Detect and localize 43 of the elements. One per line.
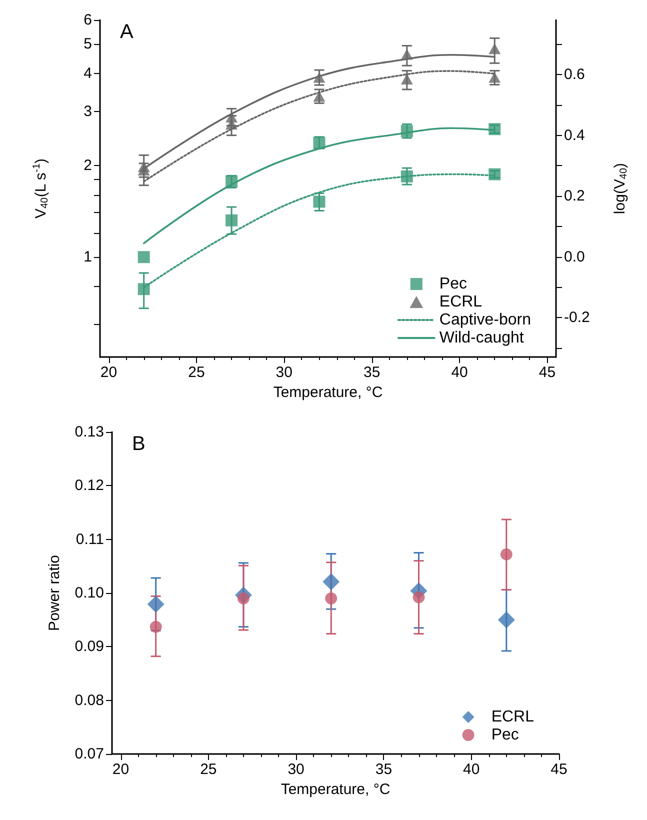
- x-tick-label: 25: [188, 364, 205, 381]
- x-tick-label: 20: [100, 364, 118, 381]
- x-tick-label: 40: [451, 364, 468, 381]
- y2-tick-label: 0.4: [564, 126, 585, 144]
- y2-tick-label: 0.0: [564, 248, 585, 266]
- x-tick-label: 30: [276, 364, 292, 381]
- y-tick-label: 5: [84, 36, 92, 53]
- x-axis-title: Temperature, °C: [280, 781, 390, 798]
- legend-label: ECRL: [491, 708, 534, 726]
- x-axis-title: Temperature, °C: [273, 384, 383, 401]
- y-axis-title: Power ratio: [46, 555, 63, 631]
- x-tick-label: 35: [364, 364, 380, 381]
- x-tick-label: 40: [463, 761, 480, 778]
- x-tick-label: 30: [288, 761, 304, 778]
- y-tick-label: 2: [84, 156, 92, 174]
- x-tick-label: 45: [538, 364, 556, 381]
- x-tick-label: 45: [550, 761, 568, 778]
- legend-label: Pec: [439, 276, 467, 292]
- y-tick-label: 3: [84, 103, 92, 120]
- y2-axis-title: log(V40): [612, 162, 630, 214]
- y-tick-label: 4: [84, 65, 92, 82]
- y2-tick-label: 0.6: [564, 66, 585, 84]
- annotation: A: [120, 21, 134, 43]
- y2-tick-label: -0.2: [564, 309, 590, 326]
- y-tick-label: 1: [84, 248, 92, 266]
- legend-label: Wild-caught: [439, 330, 524, 346]
- y-tick-label: 0.11: [76, 530, 104, 548]
- y-axis-title: V40(L s-1): [32, 158, 50, 219]
- legend-label: Pec: [491, 726, 519, 744]
- x-tick-label: 25: [200, 761, 217, 778]
- y-tick-label: 0.09: [74, 638, 104, 656]
- y-tick-label: 0.12: [74, 477, 104, 494]
- y-tick-label: 0.13: [74, 424, 104, 440]
- legend-label: Captive-born: [439, 312, 532, 328]
- y-tick-label: 0.08: [74, 692, 104, 709]
- y2-tick-label: 0.2: [564, 188, 585, 205]
- y-tick-label: 6: [84, 12, 92, 28]
- y-tick-label: 0.10: [74, 584, 104, 602]
- x-tick-label: 20: [112, 761, 130, 778]
- legend-label: ECRL: [439, 294, 482, 310]
- x-tick-label: 35: [375, 761, 392, 778]
- y-tick-label: 0.07: [74, 746, 104, 762]
- annotation: B: [132, 433, 146, 455]
